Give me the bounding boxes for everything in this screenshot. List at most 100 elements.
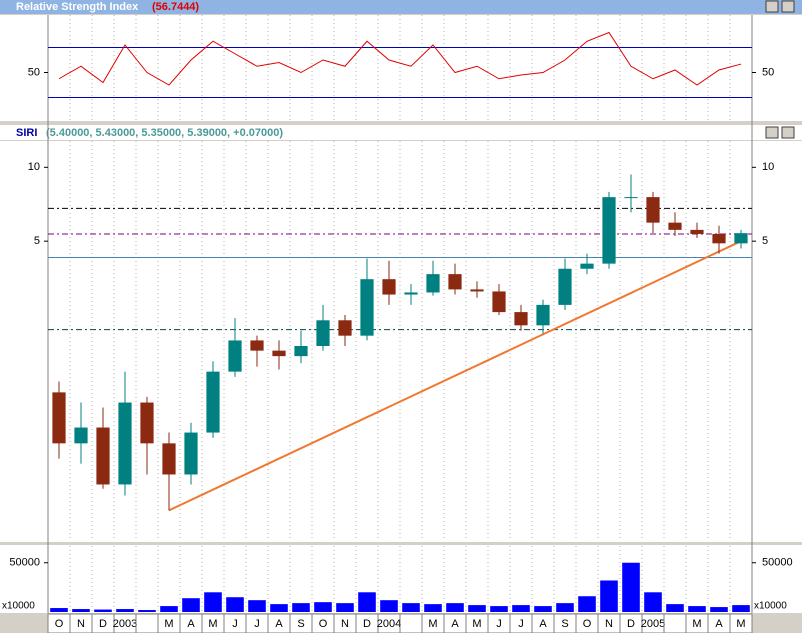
candle-body <box>536 304 550 326</box>
y-tick-label: 5 <box>34 235 40 247</box>
x-tick-label: N <box>605 618 613 630</box>
x-tick-label: S <box>297 618 304 630</box>
volume-bar <box>710 607 728 612</box>
candle-body <box>712 233 726 244</box>
volume-bar <box>622 562 640 612</box>
volume-bar <box>688 606 706 612</box>
volume-bar <box>534 606 552 612</box>
title-bar <box>0 125 802 140</box>
volume-bar <box>314 602 332 612</box>
volume-bar <box>556 603 574 612</box>
x-tick-label: O <box>583 618 592 630</box>
x-tick-label: S <box>561 618 568 630</box>
candle-body <box>74 427 88 444</box>
volume-bar <box>732 605 750 612</box>
rsi-line <box>58 31 742 86</box>
volume-bar <box>380 600 398 612</box>
volume-bar <box>600 580 618 612</box>
x-tick-label: 2005 <box>641 618 665 630</box>
x-tick-label: N <box>77 618 85 630</box>
y-tick-label: 50000 <box>9 557 40 569</box>
volume-bar <box>402 603 420 612</box>
close-button[interactable] <box>781 0 795 13</box>
volume-bar <box>578 596 596 612</box>
volume-bar <box>446 603 464 612</box>
candle-body <box>514 312 528 326</box>
candle-body <box>668 222 682 230</box>
y-tick-label: 50000 <box>762 557 793 569</box>
volume-bar <box>666 604 684 612</box>
candle-body <box>52 392 66 444</box>
candle-body <box>470 289 484 292</box>
x-tick-label: D <box>627 618 635 630</box>
volume-bar <box>424 604 442 612</box>
trendline <box>168 240 742 512</box>
candle-body <box>228 340 242 372</box>
volume-bar <box>138 610 156 612</box>
candle-body <box>96 427 110 485</box>
volume-bar <box>512 605 530 612</box>
candle-body <box>272 350 286 357</box>
x-tick-label: A <box>187 618 195 630</box>
candle-body <box>382 279 396 295</box>
candle-body <box>140 402 154 444</box>
candle-body <box>580 263 594 269</box>
x-tick-label: M <box>736 618 745 630</box>
restore-button[interactable] <box>765 126 779 139</box>
pane-value: (56.7444) <box>152 1 199 13</box>
restore-button[interactable] <box>765 0 779 13</box>
volume-bar <box>490 606 508 612</box>
x-tick-label: 2004 <box>377 618 401 630</box>
unit-label: x10000 <box>2 601 35 612</box>
x-tick-label: D <box>363 618 371 630</box>
volume-bar <box>270 604 288 612</box>
x-tick-label: M <box>472 618 481 630</box>
candle-body <box>316 320 330 346</box>
candle-body <box>602 197 616 264</box>
candle-body <box>250 340 264 351</box>
volume-bar <box>644 592 662 612</box>
candle-body <box>558 268 572 305</box>
candle-body <box>184 432 198 475</box>
candle-body <box>360 279 374 336</box>
title-bar <box>0 0 802 14</box>
x-tick-label: A <box>539 618 547 630</box>
volume-bar <box>226 597 244 612</box>
pane-bg <box>0 141 802 542</box>
y-tick-label: 10 <box>28 161 40 173</box>
close-button[interactable] <box>781 126 795 139</box>
y-tick-label: 50 <box>28 66 40 78</box>
volume-bar <box>204 592 222 612</box>
volume-bar <box>182 598 200 612</box>
x-tick-label: J <box>518 618 524 630</box>
volume-bar <box>248 600 266 612</box>
x-tick-label: J <box>496 618 502 630</box>
candle-body <box>404 292 418 295</box>
x-tick-label: A <box>275 618 283 630</box>
pane-bg <box>0 545 802 613</box>
volume-bar <box>116 609 134 612</box>
candle-body <box>492 291 506 313</box>
x-tick-label: O <box>319 618 328 630</box>
volume-bar <box>94 609 112 612</box>
y-tick-label: 50 <box>762 66 774 78</box>
candle-body <box>294 345 308 357</box>
x-tick-label: 2003 <box>113 618 137 630</box>
x-tick-label: D <box>99 618 107 630</box>
volume-bar <box>160 606 178 612</box>
y-tick-label: 10 <box>762 161 774 173</box>
x-tick-label: M <box>164 618 173 630</box>
candle-body <box>646 197 660 223</box>
x-tick-label: A <box>451 618 459 630</box>
candle-body <box>206 371 220 433</box>
x-tick-label: A <box>715 618 723 630</box>
x-tick-label: N <box>341 618 349 630</box>
candle-body <box>426 274 440 293</box>
x-tick-label: O <box>55 618 64 630</box>
candle-body <box>162 443 176 475</box>
candle-body <box>338 320 352 336</box>
candle-body <box>118 402 132 485</box>
candle-body <box>734 233 748 244</box>
